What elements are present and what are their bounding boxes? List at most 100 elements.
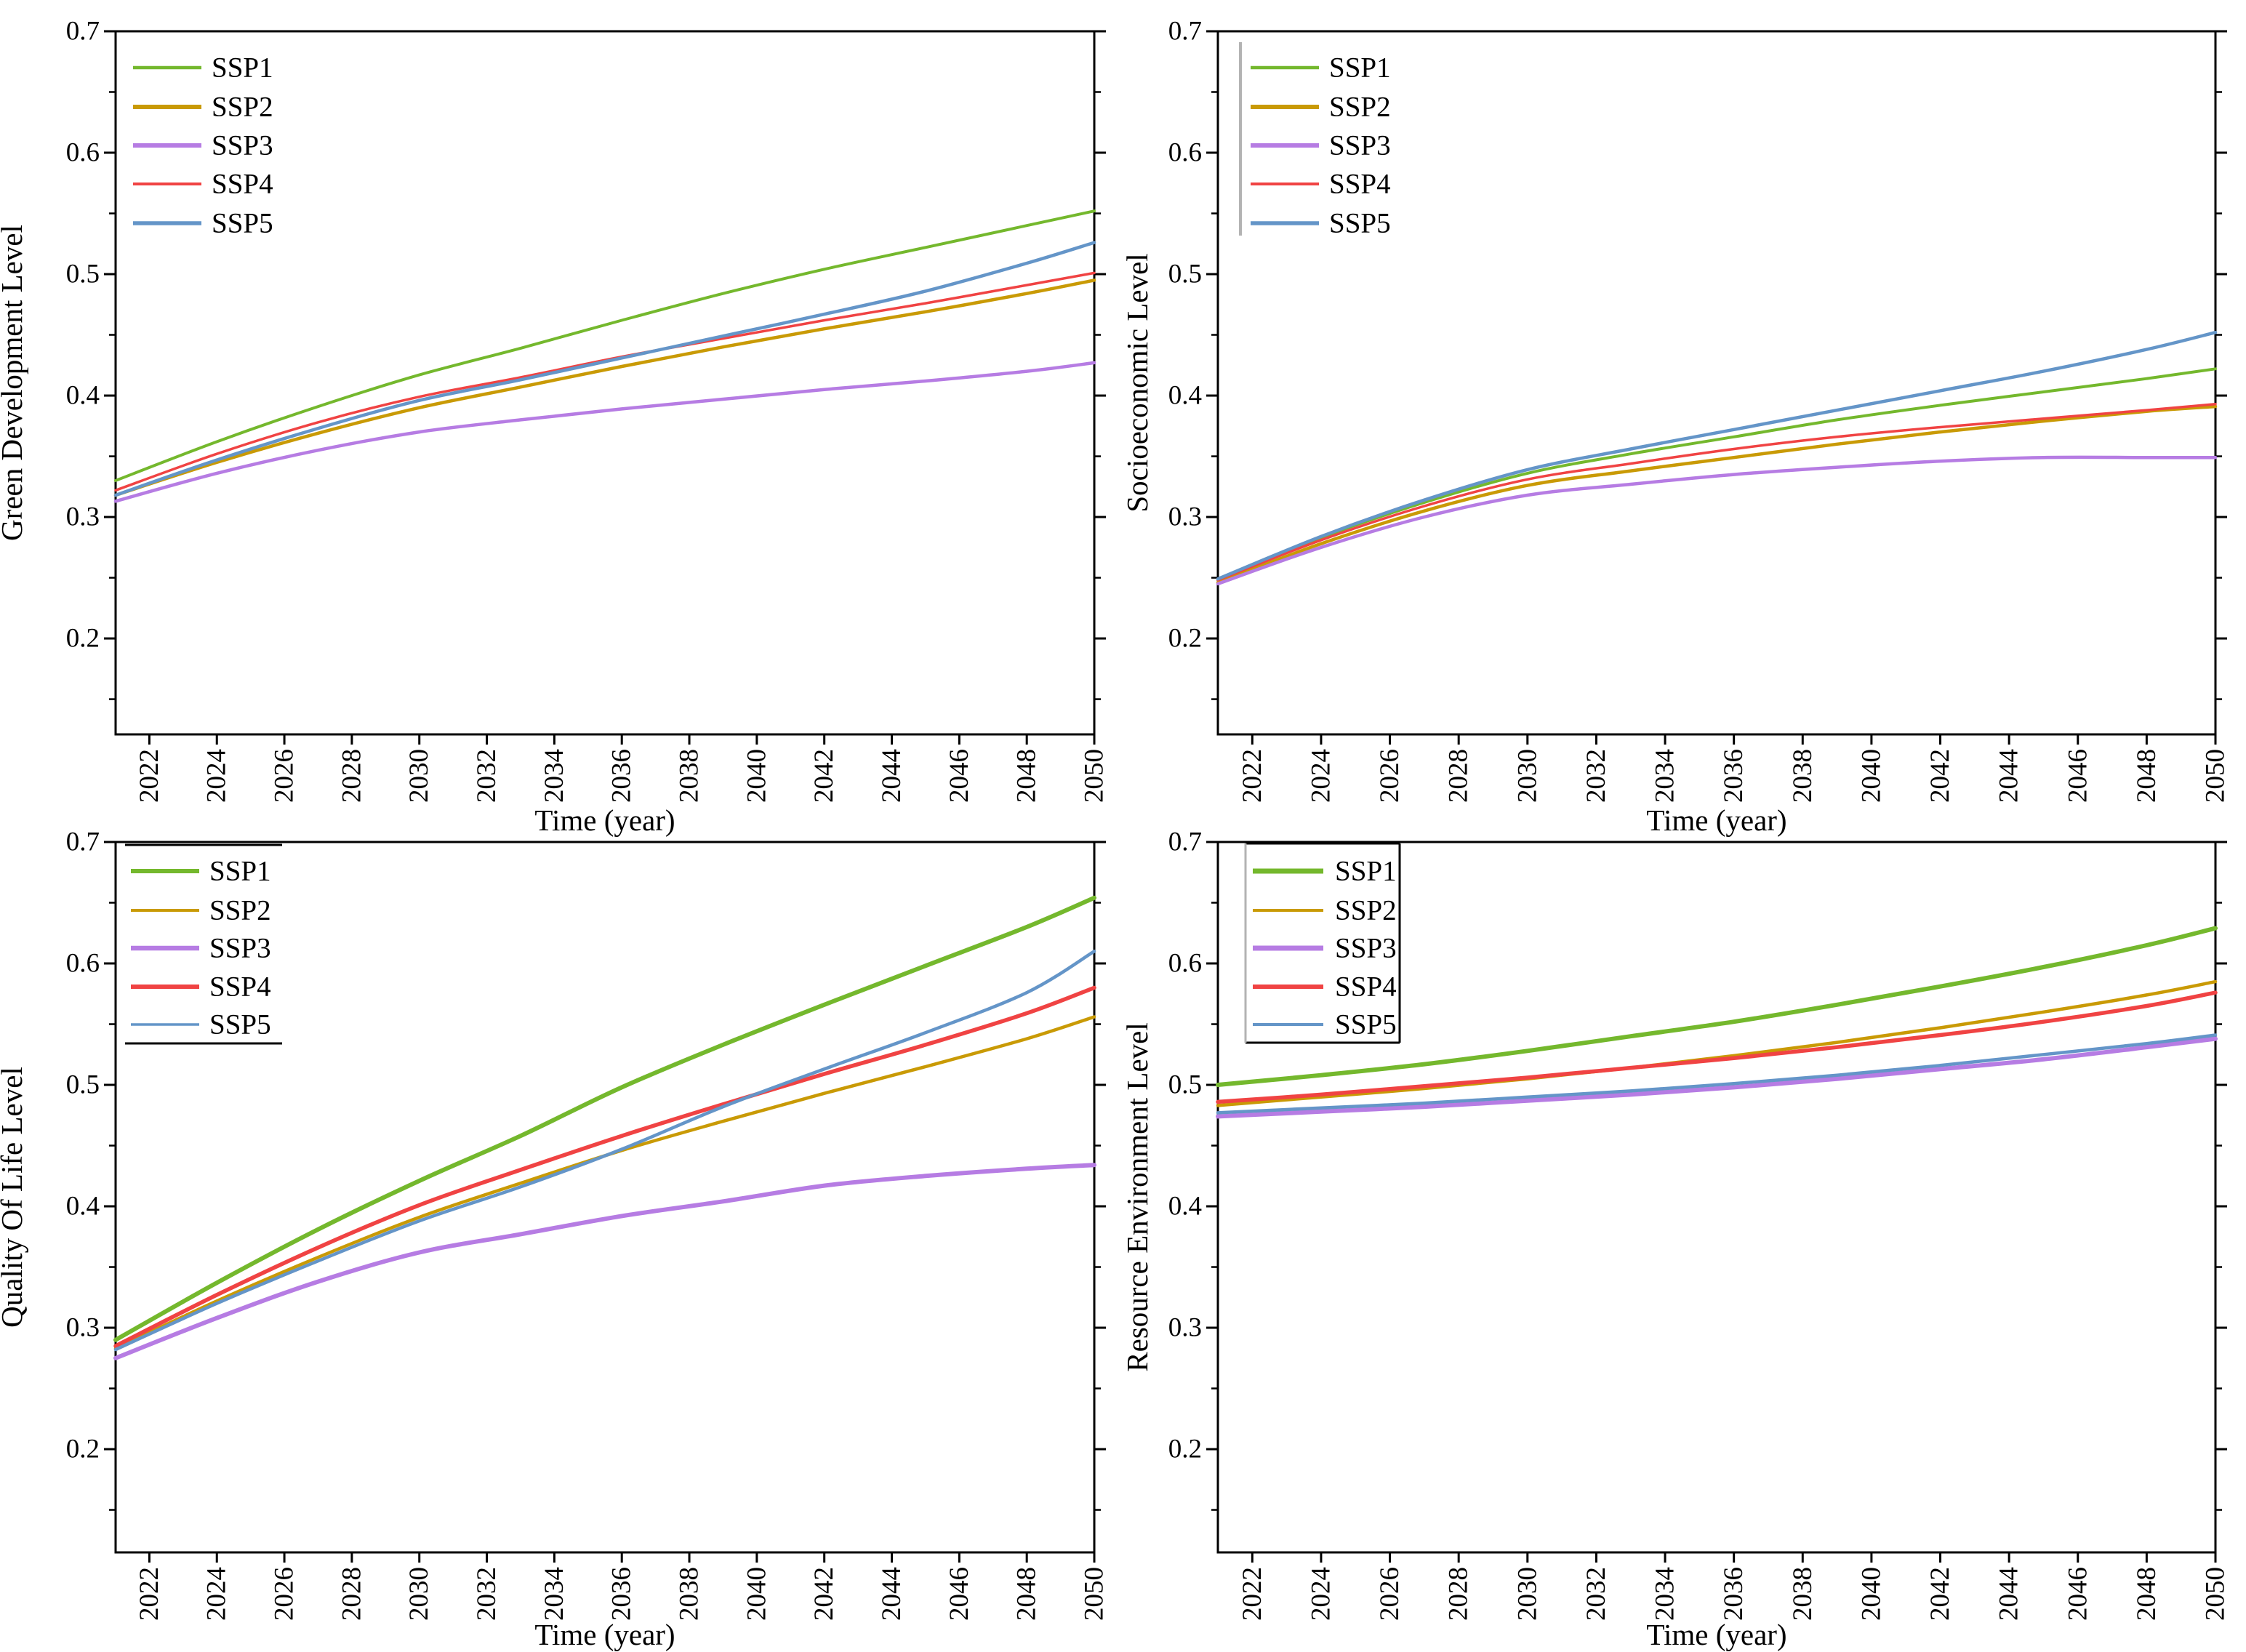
x-tick-label-2030: 2030 [404,1567,434,1621]
y-tick-label: 0.5 [1168,260,1202,289]
y-tick-label: 0.3 [1168,502,1202,532]
y-tick-label: 0.2 [1168,624,1202,654]
x-tick-label-2028: 2028 [1444,1567,1474,1621]
x-tick-label-2034: 2034 [540,1567,569,1621]
x-tick-label-2048: 2048 [1012,1567,1042,1621]
x-tick-label-2026: 2026 [1375,749,1405,803]
y-tick-label: 0.2 [66,624,100,654]
y-tick-label: 0.4 [66,381,100,411]
legend-label-SSP3: SSP3 [209,933,271,964]
x-tick-label-2042: 2042 [1925,1567,1955,1621]
x-tick-label-2042: 2042 [1925,749,1955,803]
x-tick-label-2038: 2038 [675,749,705,803]
x-tick-label-2034: 2034 [1651,1567,1680,1621]
plot-border-quality-of-life [114,841,1096,1554]
y-tick-label: 0.7 [1168,17,1202,47]
y-tick-label: 0.3 [66,502,100,532]
chart-resource-environment: 0.2 0.3 0.4 0.5 0.6 0.7 2022 2024 2026 2028 2030 20… [1120,827,2231,1652]
x-tick-label-2050: 2050 [1080,749,1110,803]
x-tick-label-2046: 2046 [2063,1567,2093,1621]
series-line-SSP2 [1216,979,2218,1107]
legend-label-SSP4: SSP4 [1329,169,1391,200]
x-tick-label-2044: 2044 [1994,749,2024,803]
x-tick-label-2022: 2022 [1238,1567,1267,1621]
x-tick-label-2022: 2022 [1238,749,1267,803]
x-tick-label-2044: 2044 [877,749,907,803]
legend-label-SSP5: SSP5 [209,1009,271,1040]
x-tick-label-2024: 2024 [202,1567,232,1621]
y-tick-label: 0.3 [66,1313,100,1343]
series-line-SSP1 [113,895,1096,1342]
legend-label-SSP3: SSP3 [212,130,273,161]
x-tick-label-2032: 2032 [472,749,502,803]
x-tick-label-2040: 2040 [742,749,771,803]
legend-label-SSP2: SSP2 [1329,92,1391,123]
y-tick-label: 0.6 [66,949,100,979]
series-line-SSP4 [1216,402,2217,582]
chart-socioeconomic: 0.2 0.3 0.4 0.5 0.6 0.7 2022 2024 2026 2028 2030 20… [1120,17,2231,838]
x-tick-label-2024: 2024 [202,749,232,803]
y-axis-title-socioeconomic: Socioeconomic Level [1120,253,1154,512]
x-tick-label-2050: 2050 [1080,1567,1110,1621]
x-tick-label-2036: 2036 [1719,1567,1749,1621]
chart-green-development: 0.2 0.3 0.4 0.5 0.6 0.7 2022 2024 2026 2028 2030 20… [0,17,1110,838]
legend-label-SSP1: SSP1 [212,52,273,84]
x-axis-title-quality-of-life: Time (year) [534,1618,675,1651]
legend-label-SSP2: SSP2 [209,895,271,926]
y-tick-label: 0.5 [66,260,100,289]
legend-label-SSP1: SSP1 [1335,856,1397,887]
x-tick-label-2048: 2048 [2132,749,2162,803]
x-tick-label-2040: 2040 [1856,1567,1886,1621]
series-line-SSP5 [113,241,1096,497]
y-tick-label: 0.4 [66,1192,100,1222]
y-tick-label: 0.6 [1168,138,1202,168]
series-line-SSP2 [113,1015,1096,1350]
legend-socioeconomic: SSP1 SSP2 SSP3 SSP4 SSP5 [1239,42,1391,239]
x-axis-title-green-development: Time (year) [534,803,675,837]
x-tick-label-2022: 2022 [135,1567,164,1621]
x-tick-label-2026: 2026 [270,1567,300,1621]
legend-label-SSP4: SSP4 [212,169,273,200]
x-tick-label-2048: 2048 [1012,749,1042,803]
x-tick-label-2046: 2046 [944,749,974,803]
legend-resource-environment: SSP1 SSP2 SSP3 SSP4 SSP5 [1244,842,1401,1044]
x-tick-label-2028: 2028 [337,749,366,803]
x-tick-label-2038: 2038 [1788,749,1818,803]
legend-quality-of-life: SSP1 SSP2 SSP3 SSP4 SSP5 [125,843,282,1045]
series-line-SSP2 [113,278,1096,497]
legend-label-SSP1: SSP1 [1329,52,1391,84]
x-tick-label-2022: 2022 [135,749,164,803]
series-line-SSP4 [1216,990,2218,1104]
y-tick-label: 0.6 [1168,949,1202,979]
series-line-SSP3 [113,1163,1096,1360]
x-tick-label-2036: 2036 [607,1567,637,1621]
series-line-SSP1 [114,209,1096,482]
plot-border-resource-environment [1216,841,2217,1554]
x-tick-label-2028: 2028 [1444,749,1474,803]
x-tick-label-2032: 2032 [1581,1567,1611,1621]
legend-label-SSP5: SSP5 [1335,1009,1397,1040]
x-tick-label-2046: 2046 [944,1567,974,1621]
x-tick-label-2042: 2042 [809,749,839,803]
x-tick-label-2042: 2042 [809,1567,839,1621]
x-tick-label-2044: 2044 [1994,1567,2024,1621]
y-tick-label: 0.7 [66,17,100,47]
x-tick-label-2028: 2028 [337,1567,366,1621]
x-tick-label-2032: 2032 [472,1567,502,1621]
y-tick-label: 0.5 [66,1070,100,1100]
x-tick-label-2038: 2038 [1788,1567,1818,1621]
x-tick-label-2038: 2038 [675,1567,705,1621]
legend-label-SSP2: SSP2 [212,92,273,123]
series-line-SSP5 [113,950,1096,1352]
y-tick-label: 0.2 [66,1435,100,1464]
x-tick-label-2030: 2030 [1512,1567,1542,1621]
plot-border-green-development [114,30,1096,736]
y-tick-label: 0.4 [1168,1192,1202,1222]
y-tick-label: 0.5 [1168,1070,1202,1100]
legend-label-SSP2: SSP2 [1335,895,1397,926]
legend-label-SSP1: SSP1 [209,856,271,887]
x-axis-title-resource-environment: Time (year) [1646,1618,1786,1651]
y-axis-title-green-development: Green Development Level [0,225,28,541]
